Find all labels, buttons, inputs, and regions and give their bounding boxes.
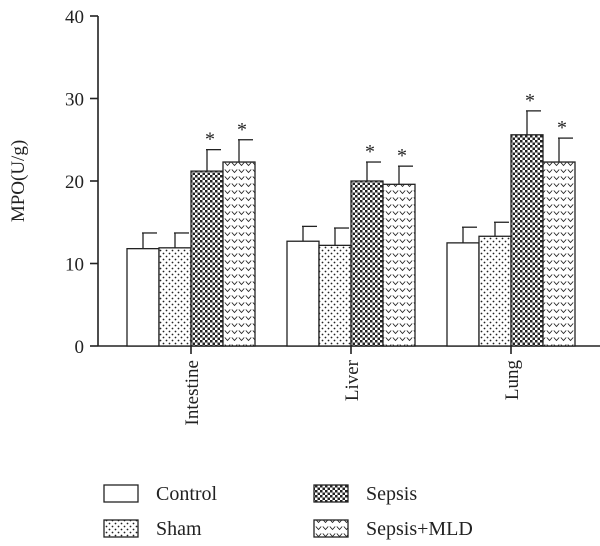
bar-sepsis-mld-lung — [542, 161, 576, 347]
bar-sepsis-mld-liver — [382, 183, 416, 347]
legend-swatch-sepsis — [313, 484, 349, 503]
legend-label-sepsis: Sepsis — [366, 483, 417, 505]
legend: Control Sham Sepsis Sepsis+MLD — [103, 483, 473, 540]
legend-label-sepsis-mld: Sepsis+MLD — [366, 518, 473, 540]
significance-marker: * — [365, 141, 375, 163]
x-tick-label-lung: Lung — [502, 360, 523, 401]
legend-swatch-control — [103, 484, 139, 503]
bar-control-liver — [286, 240, 320, 347]
bars: * * * * * * — [126, 90, 576, 347]
y-tick-label: 0 — [75, 337, 85, 358]
bar-sham-liver — [318, 244, 352, 347]
legend-label-control: Control — [156, 483, 218, 505]
bar-control-lung — [446, 242, 480, 347]
bar-sham-lung — [478, 235, 512, 347]
bar-sepsis-liver — [350, 180, 384, 347]
bar-sepsis-mld-intestine — [222, 161, 256, 347]
bar-sham-intestine — [158, 247, 192, 347]
legend-swatch-sham — [103, 519, 139, 538]
legend-swatch-sepsis-mld — [313, 519, 349, 538]
y-tick-label: 30 — [65, 90, 84, 111]
y-axis-label: MPO(U/g) — [8, 140, 29, 222]
significance-marker: * — [525, 90, 535, 112]
bar-sepsis-lung — [510, 134, 544, 347]
y-axis: 0 10 20 30 40 — [65, 7, 99, 358]
significance-marker: * — [397, 145, 407, 167]
x-tick-label-intestine: Intestine — [182, 360, 203, 425]
legend-label-sham: Sham — [156, 518, 202, 540]
significance-marker: * — [237, 119, 247, 141]
x-axis: Intestine Liver Lung — [98, 345, 600, 425]
x-tick-label-liver: Liver — [342, 359, 363, 401]
significance-marker: * — [205, 129, 215, 151]
bar-control-intestine — [126, 247, 160, 347]
significance-marker: * — [557, 117, 567, 139]
y-tick-label: 40 — [65, 7, 84, 28]
y-tick-label: 20 — [65, 172, 84, 193]
bar-sepsis-intestine — [190, 170, 224, 347]
y-tick-label: 10 — [65, 255, 84, 276]
